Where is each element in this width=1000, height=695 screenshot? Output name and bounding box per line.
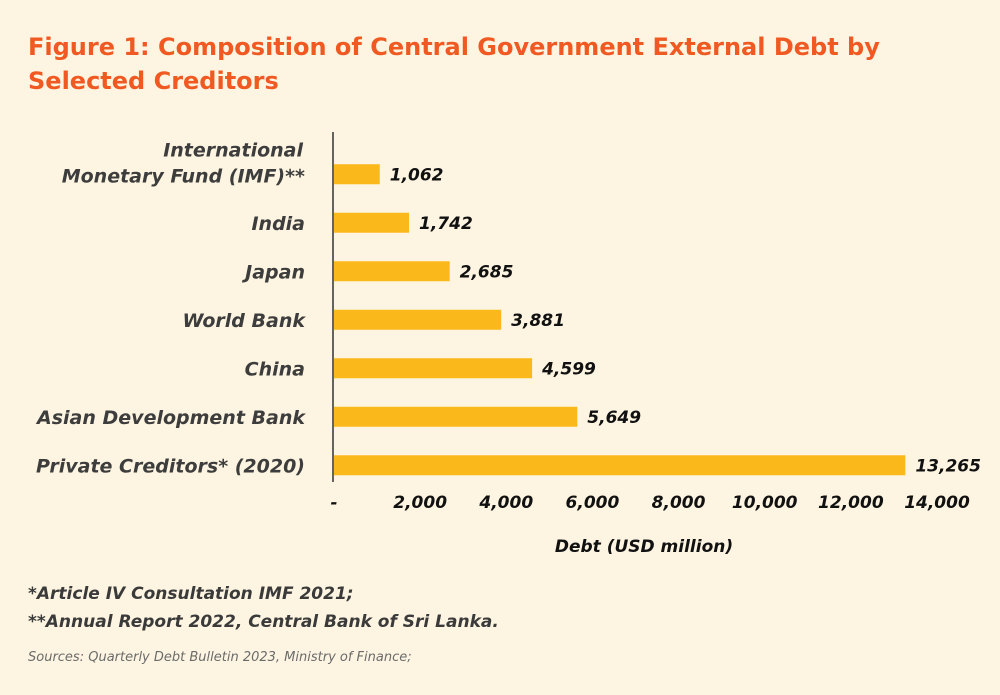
footnote-1: *Article IV Consultation IMF 2021; (28, 584, 354, 604)
category-label-5: Asian Development Bank (35, 407, 306, 429)
x-tick-label-2: 4,000 (478, 493, 533, 513)
category-label-3: World Bank (182, 310, 306, 332)
chart-title: Figure 1: Composition of Central Governm… (28, 33, 880, 95)
category-label-2: Japan (241, 261, 305, 283)
value-label-0: 1,062 (390, 165, 444, 185)
x-tick-label-6: 12,000 (818, 493, 884, 513)
value-label-3: 3,881 (511, 311, 565, 331)
bar-chart: 1,062 International Monetary Fund (IMF)** 1… (35, 132, 981, 557)
category-label-4: China (245, 358, 305, 380)
value-label-6: 13,265 (915, 456, 981, 476)
footnote-2: **Annual Report 2022, Central Bank of Sr… (28, 612, 499, 632)
x-tick-label-7: 14,000 (904, 493, 970, 513)
x-tick-label-1: 2,000 (393, 493, 447, 513)
source-note: Sources: Quarterly Debt Bulletin 2023, M… (28, 650, 412, 665)
x-tick-label-0: - (330, 493, 337, 513)
category-label-6: Private Creditors* (2020) (36, 455, 305, 477)
bar-6 (334, 455, 906, 476)
bar-0 (334, 164, 380, 185)
bar-4 (334, 358, 533, 379)
bar-2 (334, 261, 450, 282)
bar-3 (334, 309, 502, 330)
category-label-0: International Monetary Fund (IMF)** (62, 139, 305, 187)
value-label-4: 4,599 (541, 359, 596, 379)
x-tick-label-4: 8,000 (652, 493, 706, 513)
x-tick-label-5: 10,000 (732, 493, 798, 513)
value-label-2: 2,685 (460, 262, 514, 282)
x-axis-title: Debt (USD million) (555, 537, 733, 557)
value-label-5: 5,649 (587, 408, 641, 428)
value-label-1: 1,742 (419, 214, 473, 234)
category-label-1: India (251, 213, 305, 235)
bar-1 (334, 212, 410, 233)
footnotes: *Article IV Consultation IMF 2021; **Ann… (28, 580, 499, 636)
bar-5 (334, 406, 578, 427)
x-tick-label-3: 6,000 (566, 493, 620, 513)
